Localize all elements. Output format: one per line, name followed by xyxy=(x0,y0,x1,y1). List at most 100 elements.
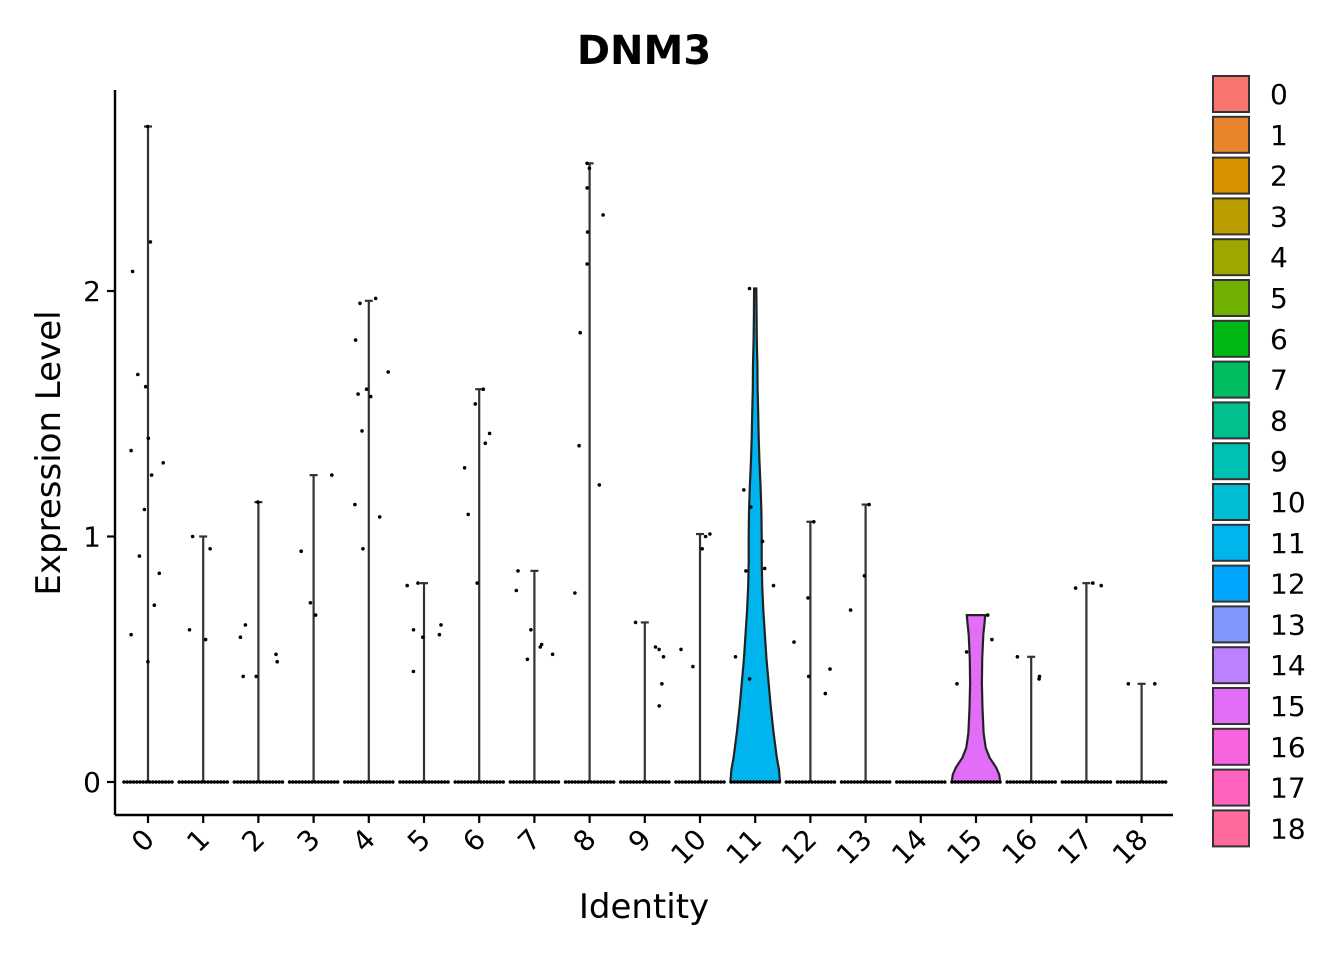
point-17-zero xyxy=(1067,780,1071,784)
point-18-zero xyxy=(1122,780,1126,784)
x-tick-label-15: 15 xyxy=(940,823,989,872)
max-line-layer xyxy=(144,125,1146,782)
x-tick-label-2: 2 xyxy=(235,823,271,859)
point-0-zero xyxy=(170,780,174,784)
point-10-zero xyxy=(680,780,685,784)
point-8-zero xyxy=(602,780,606,784)
point-10 xyxy=(691,664,695,669)
point-16-zero xyxy=(1018,780,1022,784)
legend-label-11: 11 xyxy=(1270,527,1306,560)
point-10-zero xyxy=(722,780,726,784)
legend-key-16 xyxy=(1212,727,1250,766)
point-12-zero xyxy=(800,780,805,784)
point-16-zero xyxy=(1024,780,1029,784)
point-4 xyxy=(360,429,364,433)
legend-key-2 xyxy=(1212,156,1250,195)
point-2-zero xyxy=(232,780,237,784)
point-10-zero xyxy=(719,780,723,784)
point-0-zero xyxy=(151,780,155,784)
legend-label-5: 5 xyxy=(1270,282,1288,315)
point-18-zero xyxy=(1163,780,1168,784)
y-axis-title: Expression Level xyxy=(29,310,69,595)
point-18-zero xyxy=(1141,780,1145,784)
point-6-zero xyxy=(472,780,477,784)
point-11 xyxy=(747,286,752,291)
point-2 xyxy=(274,652,278,657)
x-tick-label-11: 11 xyxy=(720,823,769,872)
point-6-zero xyxy=(453,780,458,784)
point-17-zero xyxy=(1079,780,1084,784)
point-12-zero xyxy=(826,780,830,784)
point-11 xyxy=(749,505,753,509)
point-13-zero xyxy=(859,780,863,784)
point-6-zero xyxy=(456,780,461,784)
point-12-zero xyxy=(803,780,808,784)
point-5-zero xyxy=(404,780,409,784)
point-16-zero xyxy=(1027,780,1032,784)
legend-label-18: 18 xyxy=(1270,812,1306,845)
point-12-zero xyxy=(807,780,811,784)
point-9-zero xyxy=(660,780,665,784)
point-5-zero xyxy=(414,780,418,784)
point-9-zero xyxy=(628,780,633,784)
point-14-zero xyxy=(939,780,944,784)
x-tick-label-4: 4 xyxy=(346,823,382,859)
point-5-zero xyxy=(443,780,447,784)
point-3-zero xyxy=(329,780,334,784)
x-tick-label-8: 8 xyxy=(567,823,603,859)
point-12-zero xyxy=(787,780,792,784)
legend-key-1 xyxy=(1212,115,1250,154)
point-3-zero xyxy=(300,780,305,784)
point-10-zero xyxy=(674,780,678,784)
point-2-zero xyxy=(267,780,272,784)
point-6-zero xyxy=(479,780,483,784)
point-7-zero xyxy=(537,780,541,784)
point-18-zero xyxy=(1138,780,1142,784)
point-2-zero xyxy=(254,780,259,784)
point-10 xyxy=(679,647,683,652)
point-6-zero xyxy=(495,780,499,784)
point-18-zero xyxy=(1128,780,1133,784)
point-16-zero xyxy=(1011,780,1016,784)
point-12-zero xyxy=(797,780,801,784)
point-5-zero xyxy=(417,780,422,784)
point-4-zero xyxy=(384,780,389,784)
point-7-zero xyxy=(518,780,522,784)
chart-title: DNM3 xyxy=(577,28,711,74)
x-tick-label-14: 14 xyxy=(885,823,934,872)
point-0 xyxy=(161,461,165,465)
point-14-zero xyxy=(904,780,909,784)
x-tick-label-13: 13 xyxy=(830,823,879,872)
point-7 xyxy=(550,652,555,657)
point-4-zero xyxy=(343,780,347,784)
point-18-zero xyxy=(1135,780,1139,784)
point-2-zero xyxy=(248,780,253,784)
point-2-zero xyxy=(245,780,249,784)
point-16-zero xyxy=(1031,780,1035,784)
point-17-zero xyxy=(1076,780,1081,784)
point-9-zero xyxy=(619,780,623,784)
point-11 xyxy=(762,566,767,571)
point-8 xyxy=(585,186,589,190)
x-tick-label-1: 1 xyxy=(180,823,216,859)
point-2-zero xyxy=(271,780,275,784)
point-4 xyxy=(377,515,382,519)
legend-label-4: 4 xyxy=(1270,241,1288,274)
point-10 xyxy=(703,534,708,539)
point-0-zero xyxy=(160,780,165,784)
point-9-zero xyxy=(657,780,661,784)
point-15-zero xyxy=(953,780,957,784)
point-5-zero xyxy=(439,780,444,784)
point-11-zero xyxy=(755,780,759,784)
point-3-zero xyxy=(294,780,298,784)
point-4 xyxy=(361,547,365,551)
point-3-zero xyxy=(316,780,321,784)
point-4-zero xyxy=(387,780,392,784)
point-14-zero xyxy=(917,780,921,784)
point-14-zero xyxy=(933,780,937,784)
point-18-zero xyxy=(1125,780,1129,784)
point-5 xyxy=(405,583,410,588)
point-16-zero xyxy=(1034,780,1038,784)
